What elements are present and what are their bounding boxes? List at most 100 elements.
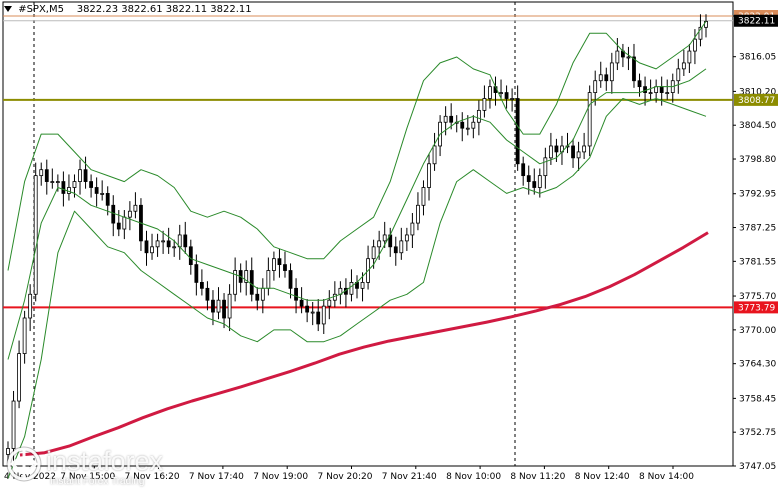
candle-body xyxy=(6,448,10,455)
candle-body xyxy=(28,293,33,319)
instaforex-logo-icon xyxy=(6,446,42,482)
candle-body xyxy=(476,109,481,123)
x-tick-label: 7 Nov 15:00 xyxy=(60,472,115,482)
candle-body xyxy=(537,175,542,188)
candle-body xyxy=(488,86,492,99)
y-tick-label: 3804.50 xyxy=(739,121,776,131)
candle-body xyxy=(233,270,238,295)
candle-body xyxy=(521,163,526,177)
candle-body xyxy=(72,181,77,188)
candle-body xyxy=(598,74,603,82)
candle-body xyxy=(89,181,93,188)
candle-body xyxy=(416,204,420,224)
candle-body xyxy=(166,240,171,248)
candle-body xyxy=(50,181,55,183)
candle-body xyxy=(593,80,598,93)
candle-body xyxy=(44,169,49,182)
candle-body xyxy=(698,26,703,40)
candle-body xyxy=(499,92,503,94)
candle-body xyxy=(465,127,470,130)
y-tick-label: 3747.05 xyxy=(739,462,776,472)
candle-body xyxy=(626,56,631,59)
candle-body xyxy=(432,145,437,165)
candle-body xyxy=(133,204,138,212)
candle-body xyxy=(116,222,121,230)
candle-body xyxy=(316,311,321,325)
candle-body xyxy=(609,62,614,82)
candle-body xyxy=(94,187,99,194)
candle-body xyxy=(382,234,387,242)
x-tick-label: 8 Nov 10:00 xyxy=(446,472,501,482)
bollinger-middle-line xyxy=(7,68,707,360)
y-tick-label: 3770.00 xyxy=(739,326,776,336)
x-tick-label: 7 Nov 20:20 xyxy=(318,472,373,482)
candle-body xyxy=(83,169,88,182)
candle-body xyxy=(188,246,193,266)
candle-body xyxy=(211,299,215,313)
candle-body xyxy=(22,317,27,354)
candle-body xyxy=(460,121,465,129)
candle-body xyxy=(144,240,149,254)
candle-body xyxy=(78,169,82,182)
candle-body xyxy=(266,270,271,289)
candle-body xyxy=(288,270,293,289)
candle-body xyxy=(471,121,476,129)
candle-body xyxy=(643,86,647,93)
candle-body xyxy=(632,56,636,82)
candle-body xyxy=(410,222,415,236)
candle-body xyxy=(576,151,581,159)
instaforex-watermark: instaforex Instant Forex Trading xyxy=(6,444,186,488)
candle-body xyxy=(615,50,620,64)
price-label-box-resistance xyxy=(734,93,778,106)
y-tick-label: 3781.55 xyxy=(739,257,776,267)
candle-body xyxy=(227,293,232,319)
candle-body xyxy=(482,98,487,111)
candle-body xyxy=(681,62,686,70)
candle-body xyxy=(399,240,404,254)
candle-body xyxy=(61,181,66,194)
x-tick-label: 8 Nov 12:40 xyxy=(575,472,630,482)
price-label-box-support xyxy=(734,301,778,314)
y-tick-label: 3758.45 xyxy=(739,394,776,404)
x-tick-label: 7 Nov 21:40 xyxy=(382,472,437,482)
candle-body xyxy=(393,246,398,254)
candle-body xyxy=(299,299,304,307)
candle-body xyxy=(449,115,454,123)
candle-body xyxy=(665,92,670,94)
candle-body xyxy=(67,187,71,194)
x-tick-label: 7 Nov 16:20 xyxy=(125,472,180,482)
ohlc-readout: 3822.23 3822.61 3822.11 3822.11 xyxy=(76,4,252,15)
candle-body xyxy=(222,299,226,319)
candle-body xyxy=(554,145,559,153)
candle-body xyxy=(17,353,21,402)
y-tick-label: 3792.95 xyxy=(739,190,776,200)
candle-body xyxy=(693,38,697,52)
moving-average-line xyxy=(19,231,709,457)
y-tick-label: 3816.05 xyxy=(739,53,776,63)
candle-body xyxy=(543,157,548,177)
candle-body xyxy=(404,234,409,242)
candle-body xyxy=(510,98,515,100)
candle-body xyxy=(321,305,326,325)
dropdown-arrow-icon[interactable] xyxy=(4,6,12,12)
candle-body xyxy=(637,80,642,88)
candle-body xyxy=(532,181,537,188)
candle-body xyxy=(310,311,315,314)
plot-frame xyxy=(2,1,734,467)
candle-body xyxy=(648,92,653,94)
candle-body xyxy=(604,74,609,82)
candle-body xyxy=(150,246,154,254)
y-tick-label: 3752.75 xyxy=(739,428,776,438)
candle-body xyxy=(183,234,188,248)
candle-body xyxy=(155,240,160,248)
candle-body xyxy=(277,258,282,266)
candle-body xyxy=(205,287,210,301)
price-label-support: 3773.79 xyxy=(738,303,775,313)
bollinger-lower-line xyxy=(7,98,707,479)
y-tick-label: 3810.20 xyxy=(739,87,776,97)
candle-body xyxy=(421,187,426,206)
candle-body xyxy=(515,98,520,165)
candle-body xyxy=(33,175,38,295)
